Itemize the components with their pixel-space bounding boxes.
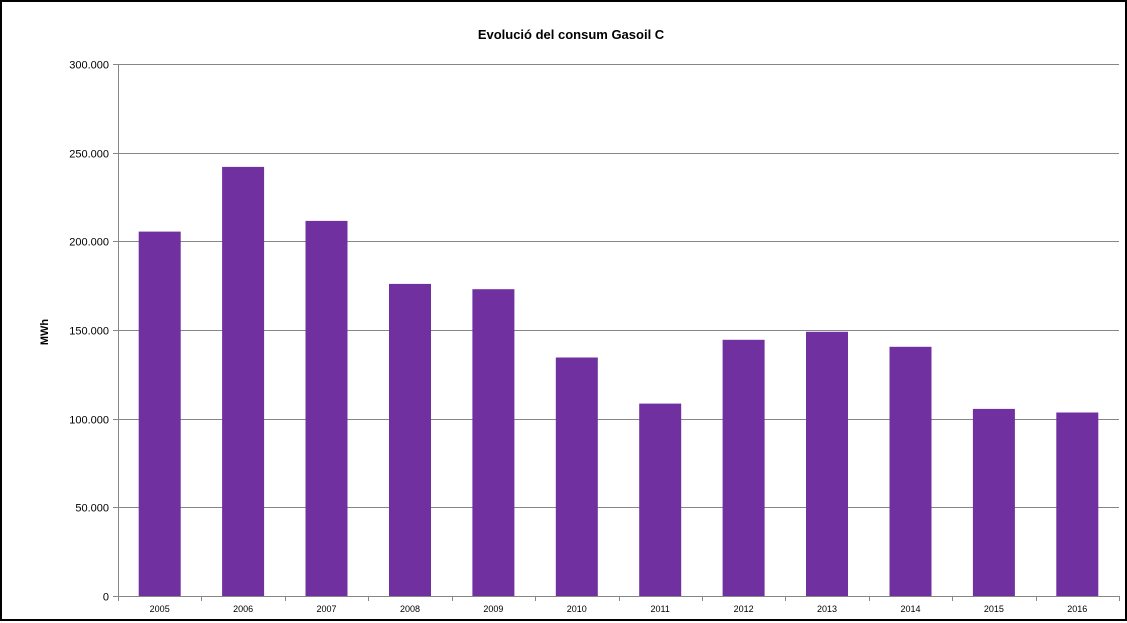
bar-2006 (222, 166, 265, 596)
y-axis-ticks: 0 50.000 100.000 150.000 200.000 250.000 300.0… (69, 60, 118, 604)
bar-2012 (722, 339, 765, 596)
x-tick-label: 2006 (233, 604, 253, 614)
x-tick-label: 2007 (316, 604, 336, 614)
x-tick-label: 2008 (400, 604, 420, 614)
bar-2013 (806, 331, 848, 596)
bar-2005 (138, 231, 181, 596)
x-tick-label: 2010 (567, 604, 587, 614)
bar-2016 (1056, 412, 1099, 596)
bar-2009 (472, 289, 515, 596)
bar-2015 (972, 408, 1015, 596)
chart-title: Evolució del consum Gasoil C (478, 27, 665, 42)
bar-2010 (555, 357, 598, 596)
bar-2007 (305, 220, 348, 596)
x-tick-label: 2016 (1067, 604, 1087, 614)
y-tick-label: 300.000 (69, 60, 109, 72)
x-tick-label: 2013 (817, 604, 837, 614)
x-tick-label: 2012 (734, 604, 754, 614)
y-tick-label: 100.000 (69, 415, 109, 427)
bars (138, 166, 1099, 596)
y-tick-label: 150.000 (69, 326, 109, 338)
y-tick-label: 200.000 (69, 237, 109, 249)
x-axis-ticks: 2005 2006 2007 2008 2009 2010 2011 2012 2013 2014… (118, 596, 1120, 614)
y-tick-label: 250.000 (69, 149, 109, 161)
y-tick-label: 50.000 (75, 503, 109, 515)
y-axis-title: MWh (39, 319, 51, 346)
y-tick-label: 0 (103, 592, 109, 604)
x-tick-label: 2014 (900, 604, 920, 614)
gridlines (118, 64, 1119, 508)
x-tick-label: 2005 (150, 604, 170, 614)
bar-2014 (889, 346, 932, 596)
x-tick-label: 2011 (651, 604, 670, 614)
x-tick-label: 2009 (483, 604, 503, 614)
bar-2008 (389, 283, 431, 596)
x-tick-label: 2015 (984, 604, 1004, 614)
bar-2011 (639, 403, 682, 596)
